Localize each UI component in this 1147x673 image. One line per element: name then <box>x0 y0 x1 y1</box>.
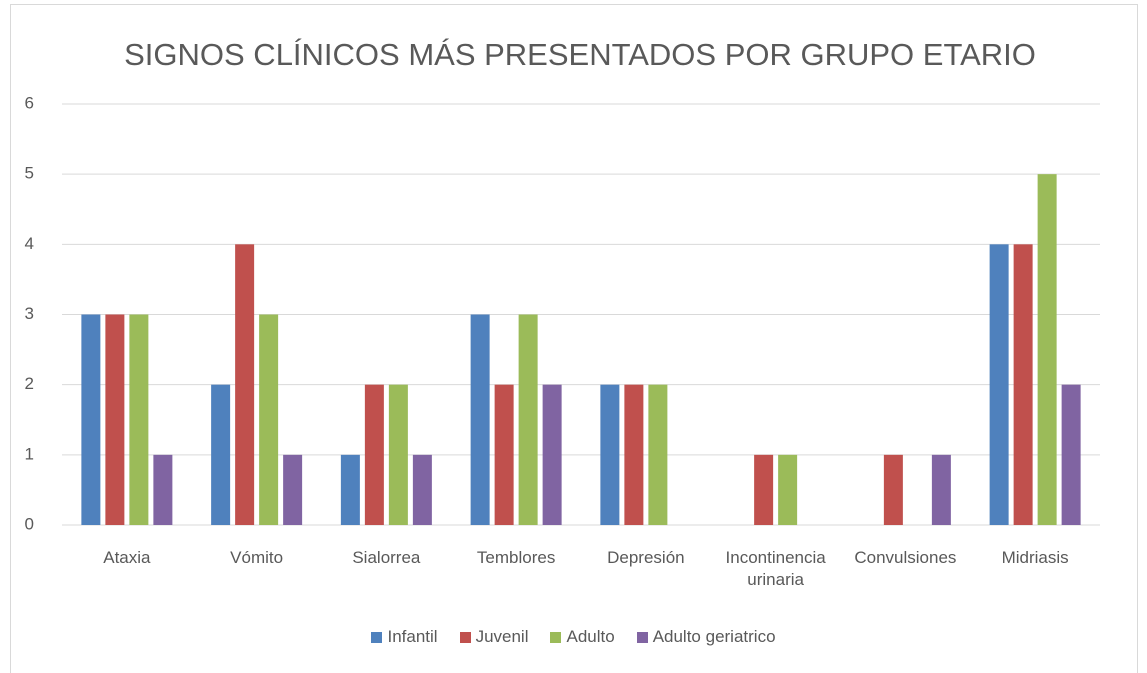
bar <box>778 454 798 525</box>
bar <box>1061 384 1081 525</box>
y-tick-label: 1 <box>25 444 34 463</box>
bar <box>211 384 231 525</box>
legend-item: Infantil <box>371 627 438 647</box>
bar <box>600 384 620 525</box>
bar <box>81 314 101 525</box>
bar <box>388 384 408 525</box>
y-tick-label: 2 <box>25 374 34 393</box>
legend: Infantil Juvenil Adulto Adulto geriatrico <box>0 627 1147 647</box>
legend-item: Adulto <box>550 627 615 647</box>
legend-label: Adulto <box>566 627 615 646</box>
bar <box>153 454 173 525</box>
x-tick-label: Convulsiones <box>854 548 957 567</box>
bar <box>989 244 1009 526</box>
bar <box>542 384 562 525</box>
bar <box>129 314 149 525</box>
x-tick-label: Sialorrea <box>352 548 421 567</box>
bar <box>1037 174 1057 525</box>
bar <box>624 384 644 525</box>
bar <box>259 314 279 525</box>
x-tick-label: Depresión <box>607 548 685 567</box>
x-tick-label: Midriasis <box>1001 548 1069 567</box>
y-tick-label: 4 <box>25 234 34 253</box>
legend-item: Adulto geriatrico <box>636 627 776 647</box>
bar <box>412 454 432 525</box>
legend-swatch <box>550 631 562 643</box>
bar <box>648 384 668 525</box>
y-tick-label: 5 <box>25 164 34 183</box>
bar <box>518 314 538 525</box>
bar <box>364 384 384 525</box>
bar <box>754 454 774 525</box>
y-tick-label: 0 <box>25 514 34 533</box>
x-tick-label: Vómito <box>230 548 284 567</box>
bar <box>283 454 303 525</box>
bar <box>1013 244 1033 526</box>
legend-label: Infantil <box>387 627 438 646</box>
chart-border <box>10 4 1138 673</box>
legend-swatch <box>636 631 648 643</box>
chart-title: SIGNOS CLÍNICOS MÁS PRESENTADOS POR GRUP… <box>124 37 1036 72</box>
x-tick-label: Ataxia <box>103 548 151 567</box>
y-tick-label: 6 <box>25 93 34 112</box>
legend-item: Juvenil <box>459 627 529 647</box>
legend-label: Adulto geriatrico <box>652 627 776 646</box>
bar <box>235 244 255 526</box>
bar <box>340 454 360 525</box>
bar <box>931 454 951 525</box>
x-tick-label: Temblores <box>476 548 556 567</box>
x-tick-label: Incontinencia urinaria <box>725 548 826 589</box>
bar <box>494 384 514 525</box>
bar <box>883 454 903 525</box>
legend-label: Juvenil <box>475 627 529 646</box>
bar <box>105 314 125 525</box>
legend-swatch <box>459 631 471 643</box>
legend-swatch <box>371 631 383 643</box>
bar <box>470 314 490 525</box>
y-tick-label: 3 <box>25 304 34 323</box>
